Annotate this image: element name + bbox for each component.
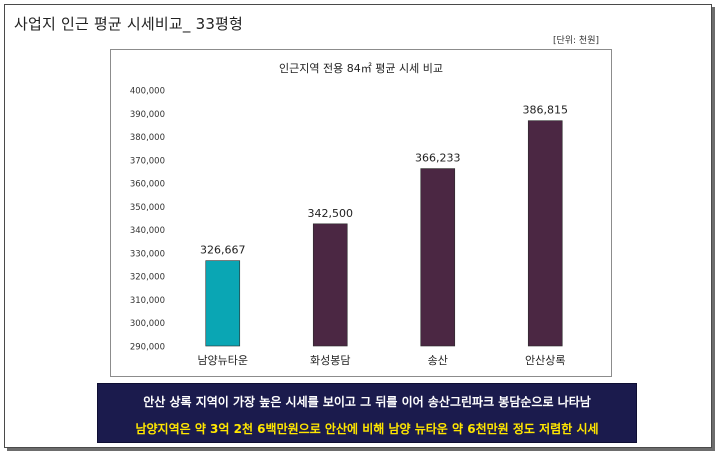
y-tick-label: 360,000 (130, 180, 165, 190)
bar-value-label: 326,667 (200, 244, 246, 257)
unit-note: [단위: 천원] (552, 36, 599, 46)
bar-value-label: 342,500 (308, 207, 354, 220)
bar-chart: 인근지역 전용 84㎡ 평균 시세 비교 290,000 300,000 310,00… (130, 62, 569, 367)
bar (312, 223, 348, 347)
x-tick-label: 안산상록 (525, 354, 565, 367)
y-tick-label: 380,000 (130, 133, 165, 143)
bar (420, 168, 456, 347)
bar (527, 120, 563, 347)
x-tick-label: 화성봉담 (310, 354, 350, 367)
chart-panel: 인근지역 전용 84㎡ 평균 시세 비교 290,000 300,000 310,00… (110, 49, 612, 377)
bar (205, 260, 241, 347)
y-tick-label: 340,000 (130, 226, 165, 236)
y-tick-label: 300,000 (130, 319, 165, 329)
y-tick-label: 320,000 (130, 273, 165, 283)
bar-value-label: 386,815 (523, 104, 569, 117)
page-title: 사업지 인근 평균 시세비교_ 33평형 (14, 15, 244, 33)
caption-line-2: 남양지역은 약 3억 2천 6백만원으로 안산에 비해 남양 뉴타운 약 6천만… (135, 422, 599, 436)
caption-box: 안산 상록 지역이 가장 높은 시세를 보이고 그 뒤를 이어 송산그린파크 봉… (97, 383, 637, 443)
y-tick-label: 370,000 (130, 156, 165, 166)
slide-frame: 사업지 인근 평균 시세비교_ 33평형 [단위: 천원] 인근지역 전용 84… (4, 4, 712, 448)
x-tick-label: 남양뉴타운 (197, 354, 248, 367)
chart-title: 인근지역 전용 84㎡ 평균 시세 비교 (279, 62, 443, 75)
bar-value-label: 366,233 (415, 152, 461, 165)
y-tick-label: 310,000 (130, 296, 165, 306)
y-tick-label: 390,000 (130, 110, 165, 120)
y-tick-label: 400,000 (130, 87, 165, 97)
y-tick-label: 350,000 (130, 203, 165, 213)
y-tick-label: 330,000 (130, 249, 165, 259)
y-tick-label: 290,000 (130, 343, 165, 353)
caption-line-1: 안산 상록 지역이 가장 높은 시세를 보이고 그 뒤를 이어 송산그린파크 봉… (143, 395, 591, 409)
x-tick-label: 송산 (428, 354, 448, 367)
